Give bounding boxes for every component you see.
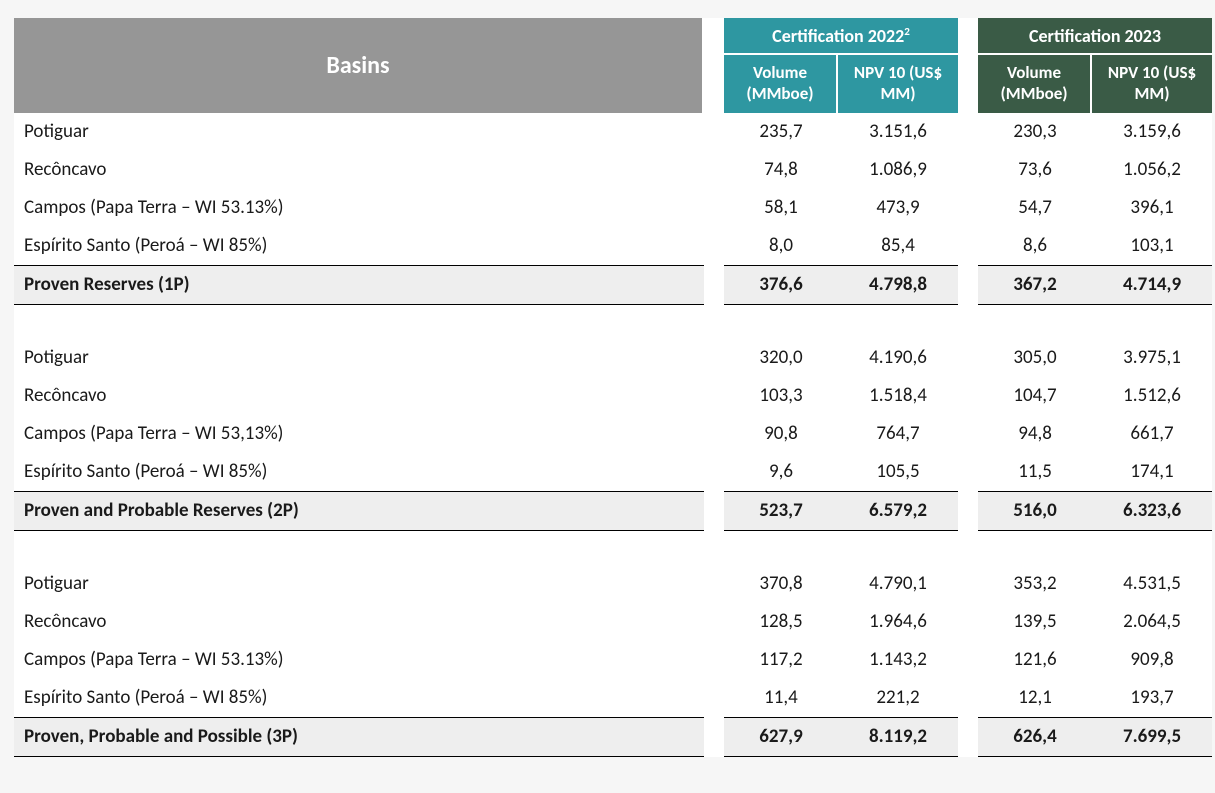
num-cell: 661,7 — [1092, 415, 1212, 453]
num-cell: 193,7 — [1092, 679, 1212, 717]
basin-cell: Potiguar — [14, 565, 704, 603]
num-cell: 139,5 — [978, 603, 1092, 641]
num-cell: 7.699,5 — [1092, 717, 1212, 757]
num-cell: 1.964,6 — [838, 603, 958, 641]
num-cell: 6.579,2 — [838, 491, 958, 531]
basin-cell: Espírito Santo (Peroá – WI 85%) — [14, 453, 704, 491]
num-cell: 104,7 — [978, 377, 1092, 415]
num-cell: 2.064,5 — [1092, 603, 1212, 641]
total-label: Proven, Probable and Possible (3P) — [14, 717, 704, 757]
total-row-3p: Proven, Probable and Possible (3P) 627,98… — [14, 717, 1212, 757]
basin-cell: Recôncavo — [14, 377, 704, 415]
num-cell: 4.714,9 — [1092, 265, 1212, 305]
num-cell: 1.143,2 — [838, 641, 958, 679]
basin-cell: Espírito Santo (Peroá – WI 85%) — [14, 227, 704, 265]
num-cell: 3.159,6 — [1092, 113, 1212, 151]
num-cell: 523,7 — [724, 491, 838, 531]
num-cell: 11,4 — [724, 679, 838, 717]
total-row-2p: Proven and Probable Reserves (2P)523,76.… — [14, 491, 1212, 531]
col-subheader-npv-2022: NPV 10 (US$ MM) — [838, 55, 958, 113]
num-cell: 305,0 — [978, 339, 1092, 377]
col-header-cert-2023: Certification 2023 — [978, 18, 1212, 55]
table-body: Potiguar 235,73.151,6 230,33.159,6 Recônca… — [14, 113, 1212, 757]
col-header-basins: Basins — [14, 18, 704, 113]
num-cell: 74,8 — [724, 151, 838, 189]
num-cell: 103,1 — [1092, 227, 1212, 265]
num-cell: 73,6 — [978, 151, 1092, 189]
cert-2022-label: Certification 2022 — [772, 25, 904, 47]
num-cell: 473,9 — [838, 189, 958, 227]
num-cell: 396,1 — [1092, 189, 1212, 227]
basin-cell: Recôncavo — [14, 151, 704, 189]
header-gap — [704, 18, 724, 113]
num-cell: 4.190,6 — [838, 339, 958, 377]
num-cell: 235,7 — [724, 113, 838, 151]
section-spacer — [14, 305, 1212, 339]
cert-2022-footnote: 2 — [904, 25, 910, 38]
num-cell: 174,1 — [1092, 453, 1212, 491]
num-cell: 90,8 — [724, 415, 838, 453]
col-subheader-npv-2023: NPV 10 (US$ MM) — [1092, 55, 1212, 113]
basin-cell: Espírito Santo (Peroá – WI 85%) — [14, 679, 704, 717]
num-cell: 8,6 — [978, 227, 1092, 265]
table-header: Basins Certification 20222 Certification… — [14, 18, 1212, 113]
num-cell: 370,8 — [724, 565, 838, 603]
num-cell: 54,7 — [978, 189, 1092, 227]
basin-cell: Campos (Papa Terra – WI 53.13%) — [14, 641, 704, 679]
num-cell: 6.323,6 — [1092, 491, 1212, 531]
num-cell: 11,5 — [978, 453, 1092, 491]
num-cell: 230,3 — [978, 113, 1092, 151]
num-cell: 1.086,9 — [838, 151, 958, 189]
num-cell: 9,6 — [724, 453, 838, 491]
num-cell: 3.151,6 — [838, 113, 958, 151]
num-cell: 128,5 — [724, 603, 838, 641]
num-cell: 516,0 — [978, 491, 1092, 531]
num-cell: 367,2 — [978, 265, 1092, 305]
num-cell: 8.119,2 — [838, 717, 958, 757]
reserves-table: Basins Certification 20222 Certification… — [14, 18, 1212, 757]
num-cell: 94,8 — [978, 415, 1092, 453]
col-subheader-vol-2023: Volume (MMboe) — [978, 55, 1092, 113]
num-cell: 626,4 — [978, 717, 1092, 757]
total-label: Proven and Probable Reserves (2P) — [14, 491, 704, 531]
num-cell: 221,2 — [838, 679, 958, 717]
num-cell: 1.056,2 — [1092, 151, 1212, 189]
num-cell: 117,2 — [724, 641, 838, 679]
basin-cell: Potiguar — [14, 113, 704, 151]
num-cell: 4.790,1 — [838, 565, 958, 603]
num-cell: 627,9 — [724, 717, 838, 757]
col-header-cert-2022: Certification 20222 — [724, 18, 958, 55]
num-cell: 909,8 — [1092, 641, 1212, 679]
num-cell: 85,4 — [838, 227, 958, 265]
num-cell: 353,2 — [978, 565, 1092, 603]
num-cell: 376,6 — [724, 265, 838, 305]
num-cell: 4.798,8 — [838, 265, 958, 305]
num-cell: 121,6 — [978, 641, 1092, 679]
basin-cell: Potiguar — [14, 339, 704, 377]
basin-cell: Campos (Papa Terra – WI 53.13%) — [14, 189, 704, 227]
section-spacer — [14, 531, 1212, 565]
num-cell: 103,3 — [724, 377, 838, 415]
basin-cell: Campos (Papa Terra – WI 53,13%) — [14, 415, 704, 453]
total-label: Proven Reserves (1P) — [14, 265, 704, 305]
num-cell: 3.975,1 — [1092, 339, 1212, 377]
col-subheader-vol-2022: Volume (MMboe) — [724, 55, 838, 113]
total-row-1p: Proven Reserves (1P) 376,64.798,8 367,24.7… — [14, 265, 1212, 305]
num-cell: 764,7 — [838, 415, 958, 453]
header-gap — [958, 18, 978, 113]
num-cell: 1.512,6 — [1092, 377, 1212, 415]
num-cell: 12,1 — [978, 679, 1092, 717]
basin-cell: Recôncavo — [14, 603, 704, 641]
num-cell: 58,1 — [724, 189, 838, 227]
num-cell: 8,0 — [724, 227, 838, 265]
num-cell: 4.531,5 — [1092, 565, 1212, 603]
num-cell: 1.518,4 — [838, 377, 958, 415]
num-cell: 105,5 — [838, 453, 958, 491]
num-cell: 320,0 — [724, 339, 838, 377]
